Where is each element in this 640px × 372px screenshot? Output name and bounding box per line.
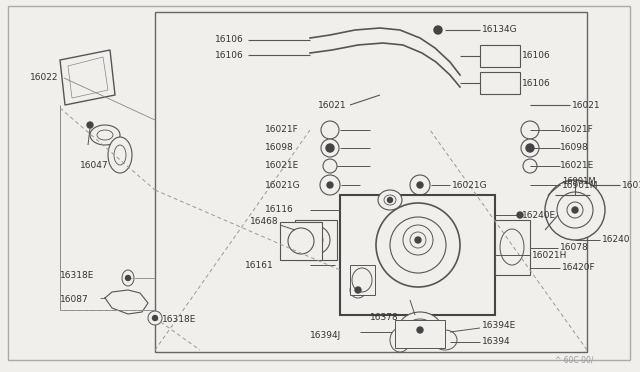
Text: 16901M: 16901M: [562, 177, 596, 186]
Text: 16098: 16098: [265, 144, 294, 153]
Text: 16021G: 16021G: [452, 180, 488, 189]
Text: 16021F: 16021F: [560, 125, 594, 135]
Circle shape: [526, 144, 534, 152]
Circle shape: [326, 144, 334, 152]
Text: 16106: 16106: [215, 35, 244, 45]
Bar: [480, 72, 520, 94]
Polygon shape: [68, 57, 108, 98]
Ellipse shape: [97, 130, 113, 140]
Ellipse shape: [320, 175, 340, 195]
Ellipse shape: [309, 233, 323, 247]
Text: 16116: 16116: [265, 205, 294, 215]
Ellipse shape: [433, 330, 457, 350]
Text: 16021: 16021: [318, 100, 347, 109]
Text: 16394E: 16394E: [482, 321, 516, 330]
Ellipse shape: [108, 137, 132, 173]
Text: 16106: 16106: [215, 51, 244, 60]
Ellipse shape: [321, 139, 339, 157]
Ellipse shape: [148, 311, 162, 325]
Ellipse shape: [410, 175, 430, 195]
Text: 16394J: 16394J: [310, 330, 341, 340]
Text: 16021E: 16021E: [265, 161, 300, 170]
Text: 16240: 16240: [602, 235, 630, 244]
Ellipse shape: [398, 312, 442, 348]
Text: 16087: 16087: [60, 295, 89, 305]
Text: 16318E: 16318E: [162, 315, 196, 324]
Bar: [395, 320, 445, 348]
Ellipse shape: [352, 268, 372, 292]
Bar: [480, 45, 520, 67]
Ellipse shape: [378, 190, 402, 210]
Ellipse shape: [521, 139, 539, 157]
Ellipse shape: [90, 125, 120, 145]
Text: 16021G: 16021G: [265, 180, 301, 189]
Circle shape: [415, 237, 421, 243]
Text: 16394: 16394: [482, 337, 511, 346]
Ellipse shape: [567, 202, 583, 218]
Text: 16161: 16161: [245, 260, 274, 269]
Bar: [350, 265, 375, 295]
Bar: [340, 195, 495, 315]
Bar: [495, 220, 530, 275]
Polygon shape: [60, 50, 115, 105]
Ellipse shape: [523, 159, 537, 173]
Text: 16017: 16017: [622, 180, 640, 189]
Ellipse shape: [557, 192, 593, 228]
Bar: [155, 12, 587, 352]
Ellipse shape: [114, 145, 126, 165]
Circle shape: [572, 207, 578, 213]
Text: 16420F: 16420F: [562, 263, 596, 273]
Circle shape: [327, 182, 333, 188]
Ellipse shape: [288, 228, 314, 254]
Text: 16021H: 16021H: [532, 250, 568, 260]
Text: 16078: 16078: [560, 244, 589, 253]
Ellipse shape: [403, 225, 433, 255]
Circle shape: [517, 212, 523, 218]
Text: 16318E: 16318E: [60, 270, 94, 279]
Ellipse shape: [521, 121, 539, 139]
Circle shape: [434, 26, 442, 34]
Bar: [295, 220, 337, 260]
Circle shape: [417, 327, 423, 333]
Circle shape: [387, 198, 392, 202]
Text: 16901M: 16901M: [562, 180, 598, 189]
Ellipse shape: [500, 229, 524, 265]
Circle shape: [125, 276, 131, 280]
Bar: [280, 222, 322, 260]
Text: 16021: 16021: [572, 100, 600, 109]
Ellipse shape: [545, 180, 605, 240]
Text: ^ 60C 00/: ^ 60C 00/: [555, 356, 593, 365]
Text: 16378: 16378: [370, 314, 399, 323]
Text: 16021E: 16021E: [560, 161, 595, 170]
Ellipse shape: [122, 270, 134, 286]
Ellipse shape: [390, 217, 446, 273]
Ellipse shape: [390, 328, 410, 352]
Ellipse shape: [302, 226, 330, 254]
Ellipse shape: [406, 319, 434, 341]
Text: 16047: 16047: [80, 160, 109, 170]
Ellipse shape: [321, 121, 339, 139]
Text: 16240E: 16240E: [522, 211, 556, 219]
Circle shape: [152, 315, 157, 321]
Text: 16106: 16106: [522, 51, 551, 61]
Text: 16134G: 16134G: [482, 26, 518, 35]
Ellipse shape: [350, 282, 366, 298]
Text: 16022: 16022: [30, 74, 58, 83]
Text: 16468: 16468: [250, 218, 278, 227]
Text: 16098: 16098: [560, 144, 589, 153]
Text: 16106: 16106: [522, 78, 551, 87]
Ellipse shape: [323, 159, 337, 173]
Ellipse shape: [376, 203, 460, 287]
Ellipse shape: [384, 195, 396, 205]
Circle shape: [87, 122, 93, 128]
Text: 16021F: 16021F: [265, 125, 299, 135]
Circle shape: [417, 182, 423, 188]
Ellipse shape: [410, 232, 426, 248]
Circle shape: [355, 287, 361, 293]
